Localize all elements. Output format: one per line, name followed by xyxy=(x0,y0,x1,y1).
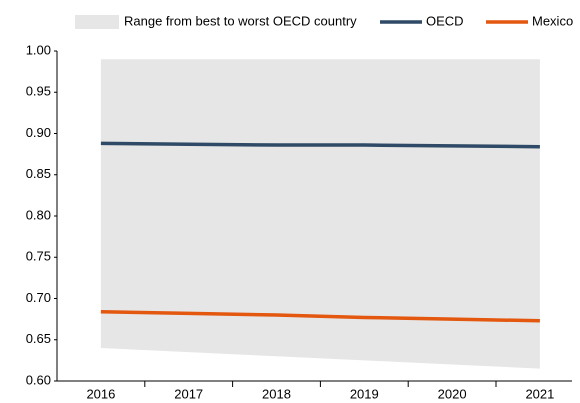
legend-label: OECD xyxy=(426,13,464,28)
y-tick-label: 0.70 xyxy=(26,290,51,305)
x-tick-label: 2019 xyxy=(350,386,379,401)
y-tick-label: 0.90 xyxy=(26,125,51,140)
x-tick-label: 2020 xyxy=(438,386,467,401)
x-tick-label: 2018 xyxy=(262,386,291,401)
legend-label: Range from best to worst OECD country xyxy=(124,13,357,28)
y-tick-label: 0.95 xyxy=(26,84,51,99)
legend-label: Mexico xyxy=(532,13,573,28)
x-tick-label: 2017 xyxy=(174,386,203,401)
y-tick-label: 0.85 xyxy=(26,166,51,181)
y-tick-label: 0.60 xyxy=(26,372,51,387)
y-tick-label: 0.80 xyxy=(26,207,51,222)
series-line xyxy=(100,309,540,323)
y-tick-label: 0.65 xyxy=(26,331,51,346)
range-area xyxy=(100,59,540,369)
x-tick-label: 2016 xyxy=(86,386,115,401)
series-line xyxy=(100,141,540,149)
legend-swatch xyxy=(75,15,119,29)
y-tick-label: 0.75 xyxy=(26,249,51,264)
y-tick-label: 1.00 xyxy=(26,42,51,57)
x-tick-label: 2021 xyxy=(525,386,554,401)
